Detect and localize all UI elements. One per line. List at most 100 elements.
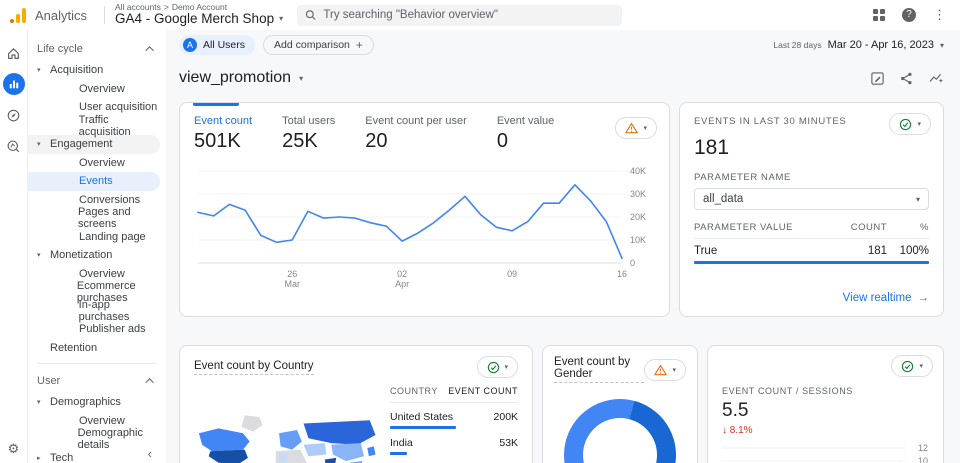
parameter-value: True — [694, 245, 718, 257]
expand-open-icon[interactable]: ▾ — [37, 141, 41, 149]
search-bar[interactable] — [297, 4, 623, 26]
ratio-title: EVENT COUNT / SESSIONS — [722, 386, 853, 396]
sidebar-item-overview[interactable]: Overview — [28, 412, 160, 431]
analytics-logo-icon[interactable] — [10, 7, 28, 23]
svg-text:10K: 10K — [630, 235, 646, 245]
google-apps-icon[interactable] — [873, 9, 885, 21]
sidebar-item-landing-page[interactable]: Landing page — [28, 228, 160, 247]
data-quality-warning-button[interactable]: ▾ — [644, 358, 686, 381]
chevron-up-icon[interactable] — [145, 46, 154, 55]
events-overview-card: Event count 501K Total users 25K Event count… — [179, 102, 670, 317]
data-quality-ok-button[interactable]: ▾ — [891, 355, 933, 377]
sidebar-item-retention[interactable]: Retention — [28, 339, 160, 358]
metric-value: 0 — [496, 130, 508, 152]
sidebar-item-label: Retention — [50, 341, 98, 354]
breadcrumb-root[interactable]: All accounts — [115, 1, 161, 12]
sidebar-item-events[interactable]: Events — [28, 172, 160, 191]
sidebar-nav: Life cycle ▾ Acquisition Overview User acqui… — [28, 30, 166, 463]
svg-text:40K: 40K — [630, 166, 646, 176]
svg-text:02: 02 — [397, 269, 407, 279]
country-row-south-korea[interactable]: South Korea34K — [390, 455, 518, 463]
expand-open-icon[interactable]: ▾ — [37, 67, 41, 75]
expand-open-icon[interactable]: ▾ — [37, 399, 41, 407]
parameter-pct: 100% — [899, 245, 929, 257]
sidebar-item-demographic-details[interactable]: Demographic details — [28, 427, 160, 452]
sidebar-item-label: Conversions — [79, 193, 141, 206]
date-range-picker[interactable]: Last 28 days Mar 20 - Apr 16, 2023 ▾ — [773, 39, 944, 51]
settings-gear-icon[interactable]: ⚙ — [7, 441, 20, 456]
help-icon[interactable]: ? — [902, 8, 916, 22]
country-row-india[interactable]: India 53K — [390, 429, 518, 455]
country-card-title[interactable]: Event count by Country — [194, 360, 314, 375]
country-row-united-states[interactable]: United States 200K — [390, 403, 518, 429]
sidebar-item-conversions[interactable]: Conversions — [28, 191, 160, 210]
parameter-table-col-header: PARAMETER VALUE — [694, 222, 794, 233]
gender-card-title[interactable]: Event count by Gender — [554, 356, 645, 383]
explore-icon[interactable] — [3, 104, 25, 126]
parameter-name-select[interactable]: all_data ▾ — [694, 188, 929, 210]
share-icon[interactable] — [899, 71, 914, 86]
sidebar-item-label: Acquisition — [50, 64, 104, 77]
data-quality-ok-button[interactable]: ▾ — [889, 113, 931, 135]
metric-tab-event-count[interactable]: Event count 501K — [194, 115, 252, 153]
sidebar-item-label: Tech — [50, 451, 74, 463]
parameter-table-col-header: % — [920, 222, 929, 233]
advertising-icon[interactable] — [3, 135, 25, 157]
view-realtime-link[interactable]: View realtime → — [843, 292, 929, 304]
parameter-table-row[interactable]: True 181 100% — [694, 239, 929, 261]
sidebar-item-label: Engagement — [50, 138, 113, 151]
sidebar-item-ecommerce-purchases[interactable]: Ecommerce purchases — [28, 280, 160, 304]
customize-report-icon[interactable] — [870, 71, 885, 86]
data-quality-warning-button[interactable]: ▾ — [615, 117, 657, 139]
collapse-sidebar-icon[interactable]: ‹ — [147, 446, 152, 461]
breadcrumb-account[interactable]: Demo Account — [171, 1, 228, 12]
metric-label: Event count — [194, 115, 253, 127]
sidebar-item-traffic-acquisition[interactable]: Traffic acquisition — [28, 114, 160, 138]
sidebar-item-pages-and-screens[interactable]: Pages and screens — [28, 206, 160, 230]
metric-tab-total-users[interactable]: Total users 25K — [282, 115, 335, 153]
plus-icon: + — [355, 38, 363, 52]
sidebar-item-engagement[interactable]: ▾ Engagement — [28, 135, 160, 154]
sidebar-item-demographics[interactable]: ▾ Demographics — [28, 393, 160, 412]
product-name: Analytics — [35, 7, 88, 23]
account-switcher[interactable]: All accounts > Demo Account GA4 - Google M… — [115, 1, 283, 27]
home-icon[interactable] — [3, 42, 25, 64]
ratio-sparkline-chart[interactable]: 12108 — [722, 442, 930, 463]
comparison-toolbar: A All Users Add comparison + Last 28 day… — [179, 30, 944, 60]
sidebar-item-tech[interactable]: ▸ Tech — [28, 449, 160, 463]
sidebar-item-publisher-ads[interactable]: Publisher ads — [28, 320, 160, 339]
svg-text:Mar: Mar — [284, 279, 300, 289]
check-circle-icon — [487, 361, 499, 373]
report-title-selector[interactable]: view_promotion ▾ — [179, 69, 303, 87]
sidebar-item-overview[interactable]: Overview — [28, 265, 160, 284]
more-vertical-icon[interactable]: ⋮ — [933, 7, 946, 22]
metric-tab-event-value[interactable]: Event value 0 — [497, 115, 554, 153]
gender-donut-chart[interactable] — [564, 399, 677, 463]
sidebar-item-label: Overview — [79, 156, 125, 169]
data-quality-ok-button[interactable]: ▾ — [476, 356, 519, 378]
all-users-chip[interactable]: A All Users — [179, 35, 256, 55]
sidebar-item-monetization[interactable]: ▾ Monetization — [28, 246, 160, 265]
sidebar-item-label: Overview — [79, 82, 125, 95]
sidebar-item-user-acquisition[interactable]: User acquisition — [28, 98, 160, 117]
property-name[interactable]: GA4 - Google Merch Shop — [115, 11, 275, 27]
search-input[interactable] — [323, 9, 615, 21]
add-comparison-button[interactable]: Add comparison + — [263, 35, 374, 55]
metric-tab-event-count-per-user[interactable]: Event count per user 20 — [365, 115, 467, 153]
expand-open-icon[interactable]: ▾ — [37, 252, 41, 260]
reports-icon[interactable] — [2, 73, 25, 95]
insights-icon[interactable] — [928, 71, 944, 86]
sidebar-item-label: Monetization — [50, 249, 113, 262]
chevron-up-icon[interactable] — [145, 378, 154, 387]
sidebar-item-label: Demographic details — [77, 427, 143, 452]
expand-closed-icon[interactable]: ▸ — [37, 454, 41, 462]
sidebar-section-life-cycle[interactable]: Life cycle — [28, 38, 166, 61]
sidebar-item-acquisition[interactable]: ▾ Acquisition — [28, 61, 160, 80]
sidebar-section-user[interactable]: User — [28, 370, 166, 393]
sidebar-item-overview[interactable]: Overview — [28, 154, 160, 173]
ratio-delta: ↓ 8.1% — [722, 425, 753, 436]
realtime-card: EVENTS IN LAST 30 MINUTES ▾ 181 PARAMETE… — [679, 102, 944, 317]
sidebar-item-in-app-purchases[interactable]: In-app purchases — [28, 299, 160, 323]
sidebar-item-overview[interactable]: Overview — [28, 80, 160, 99]
